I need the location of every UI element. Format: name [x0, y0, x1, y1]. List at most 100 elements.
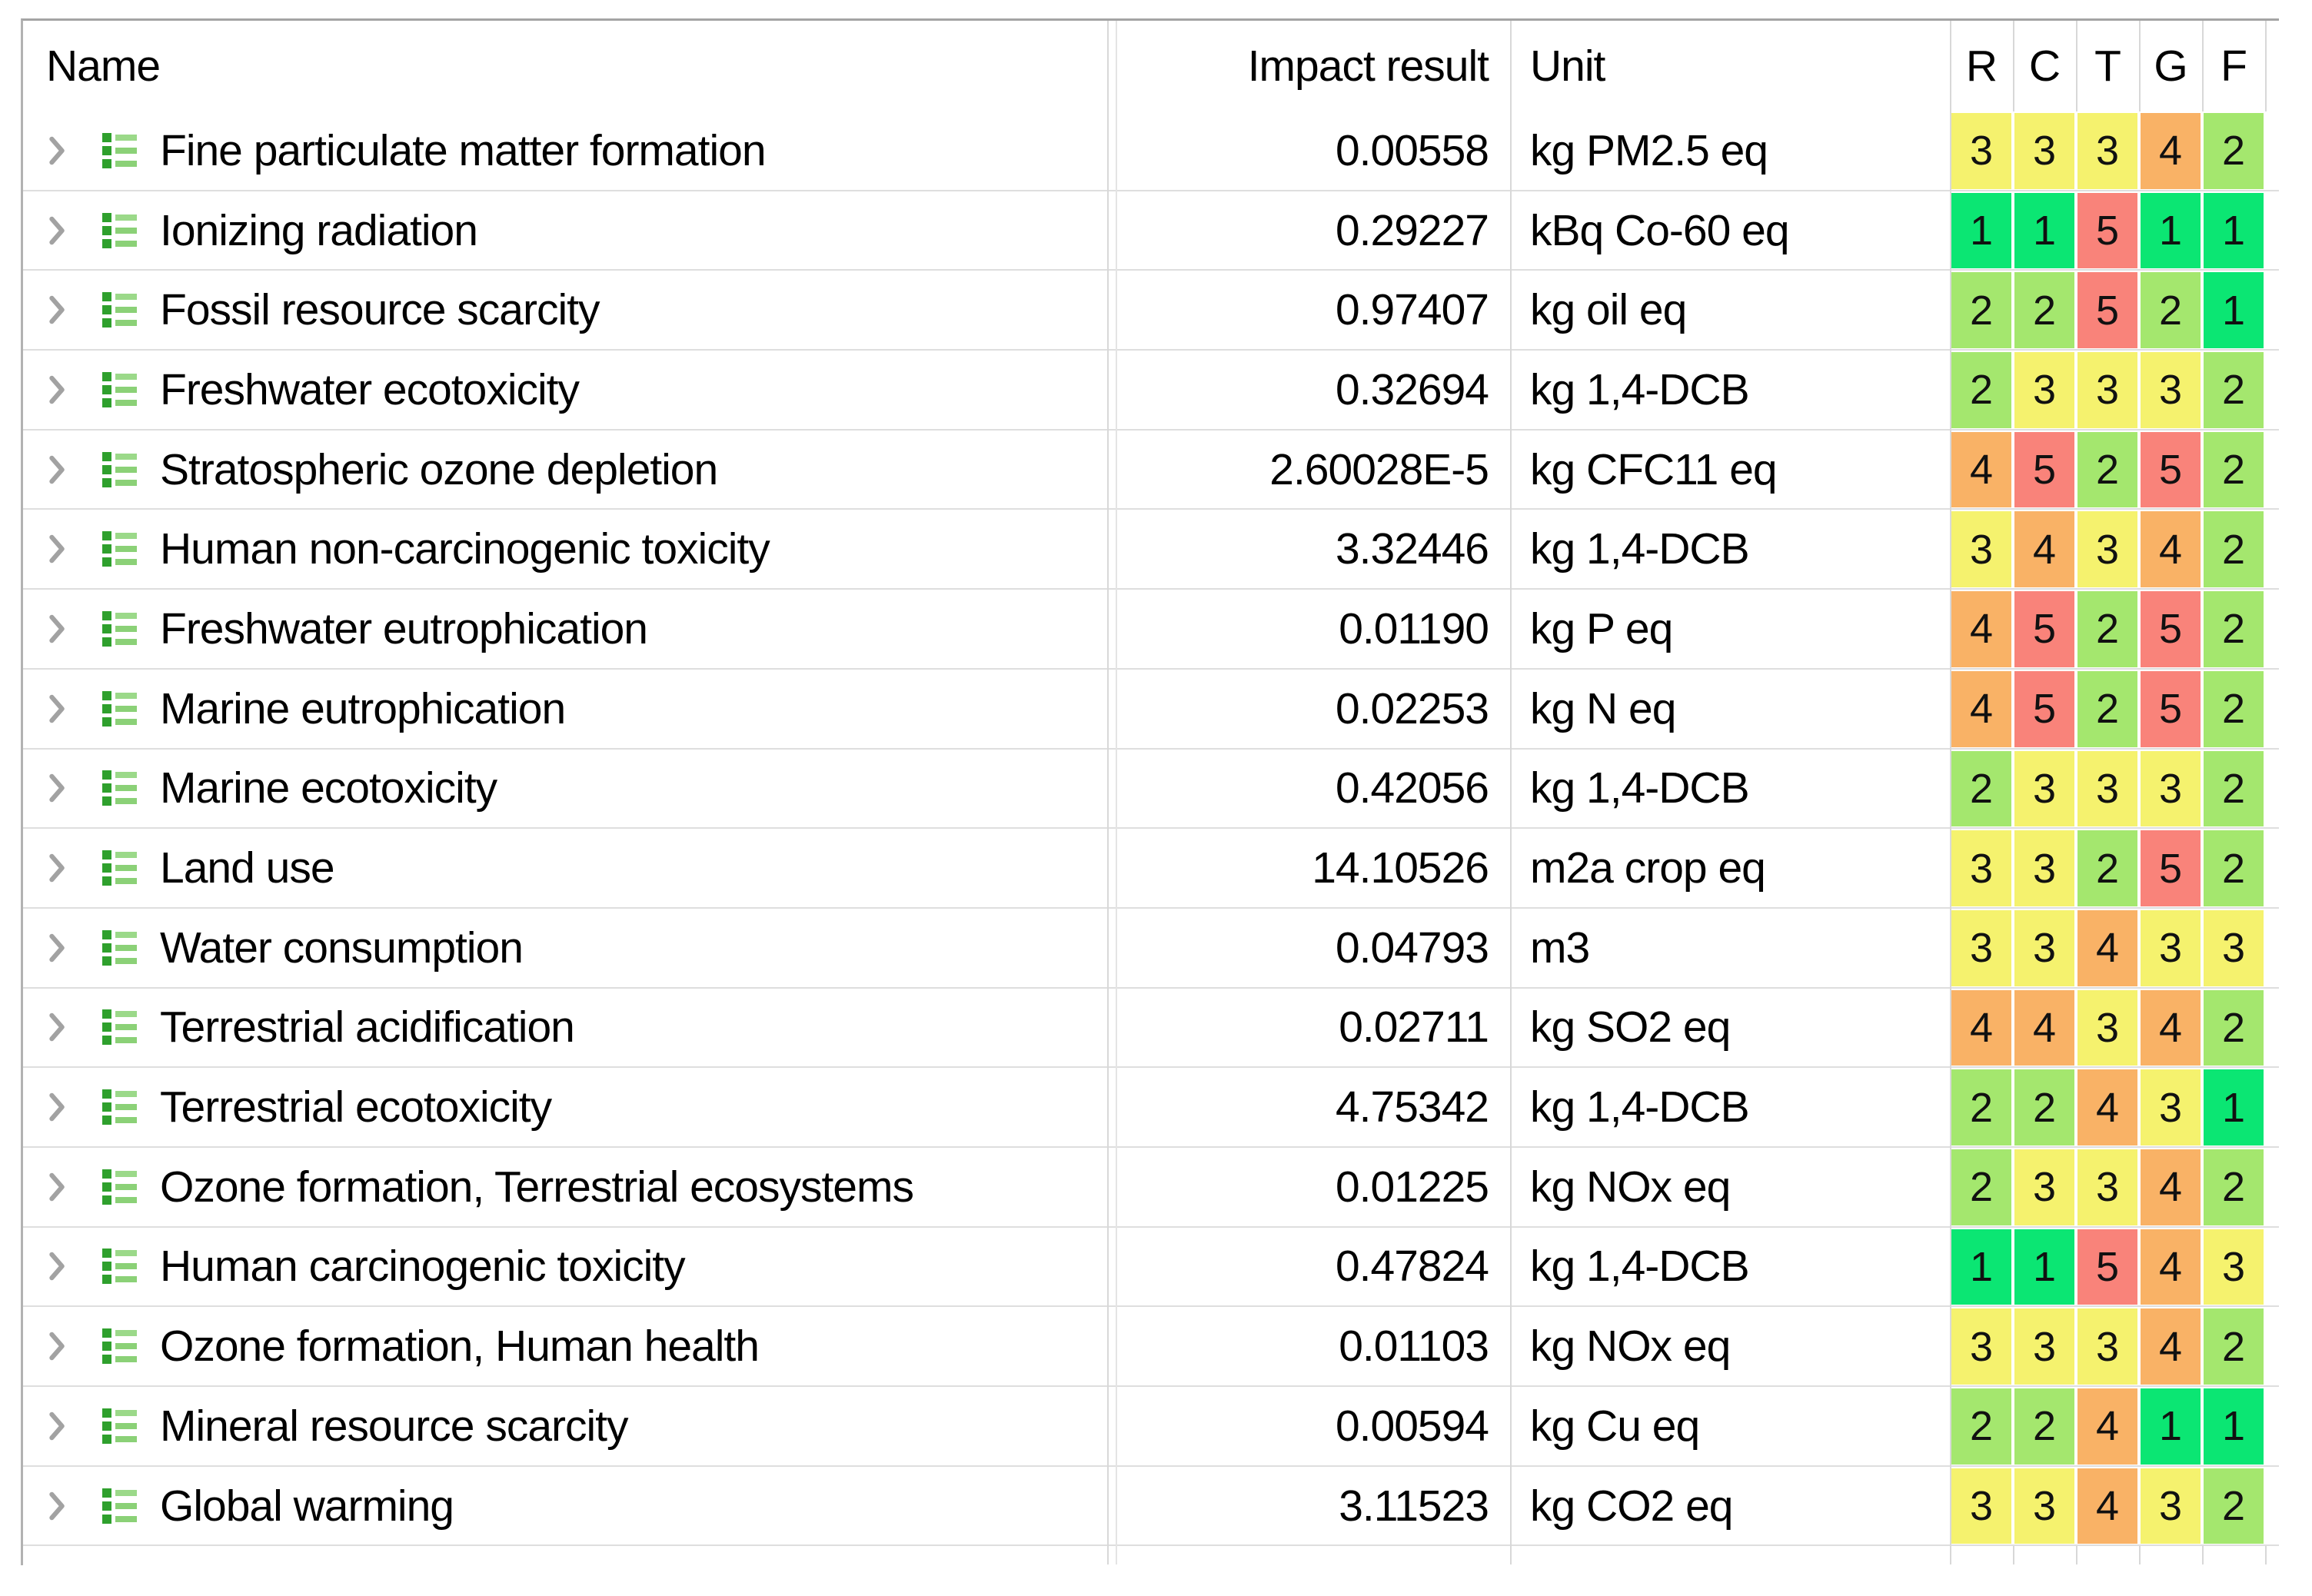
- row-label: Global warming: [160, 1481, 454, 1531]
- table-row[interactable]: Terrestrial acidification 0.02711 kg SO2…: [23, 988, 2279, 1069]
- impact-result-value: 0.00558: [1335, 125, 1489, 175]
- column-header-impact-result-label: Impact result: [1247, 42, 1489, 91]
- table-row[interactable]: Human carcinogenic toxicity 0.47824 kg 1…: [23, 1227, 2279, 1308]
- rating-cell: 2: [2204, 830, 2264, 906]
- table-row[interactable]: Ozone formation, Terrestrial ecosystems …: [23, 1147, 2279, 1228]
- column-header-unit[interactable]: Unit: [1512, 41, 1951, 91]
- unit-value: kg NOx eq: [1530, 1322, 1731, 1372]
- column-headers-ratings: R C T G F: [1951, 41, 2264, 91]
- expand-chevron-icon[interactable]: [48, 1411, 66, 1441]
- expand-chevron-icon[interactable]: [48, 1252, 66, 1281]
- expand-chevron-icon[interactable]: [48, 1332, 66, 1361]
- impact-category-icon: [101, 211, 140, 250]
- rating-cell: 2: [2204, 591, 2264, 667]
- impact-category-icon: [101, 371, 140, 409]
- impact-result-value: 0.42056: [1335, 763, 1489, 813]
- impact-result-value: 0.02253: [1335, 683, 1489, 733]
- column-header-name[interactable]: Name: [23, 41, 1109, 91]
- rating-cell: 1: [2141, 1388, 2201, 1465]
- expand-chevron-icon[interactable]: [48, 853, 66, 883]
- unit-value: kg 1,4-DCB: [1530, 763, 1750, 813]
- expand-chevron-icon[interactable]: [48, 694, 66, 723]
- expand-chevron-icon[interactable]: [48, 1012, 66, 1042]
- table-row[interactable]: Ozone formation, Human health 0.01103 kg…: [23, 1307, 2279, 1387]
- rating-cell: 4: [2141, 511, 2201, 588]
- rating-cell: 2: [2204, 989, 2264, 1066]
- column-header-impact-result[interactable]: Impact result: [1109, 41, 1512, 91]
- expand-chevron-icon[interactable]: [48, 614, 66, 643]
- rating-cell: 2: [1951, 1388, 2011, 1465]
- rating-cell: 2: [2077, 830, 2137, 906]
- expand-chevron-icon[interactable]: [48, 1172, 66, 1202]
- column-header-r[interactable]: R: [1965, 42, 1998, 91]
- impact-result-value: 0.01225: [1335, 1162, 1489, 1212]
- expand-chevron-icon[interactable]: [48, 534, 66, 564]
- impact-result-value: 3.32446: [1335, 524, 1489, 574]
- row-label: Terrestrial acidification: [160, 1002, 575, 1052]
- table-row[interactable]: Mineral resource scarcity 0.00594 kg Cu …: [23, 1387, 2279, 1467]
- table-row[interactable]: Freshwater ecotoxicity 0.32694 kg 1,4-DC…: [23, 351, 2279, 431]
- expand-chevron-icon[interactable]: [48, 773, 66, 803]
- rating-cell: 4: [2077, 1468, 2137, 1544]
- rating-cell: 3: [2141, 1468, 2201, 1544]
- rating-cell: 1: [2204, 192, 2264, 269]
- table-row[interactable]: Terrestrial ecotoxicity 4.75342 kg 1,4-D…: [23, 1068, 2279, 1148]
- rating-cell: 2: [2077, 670, 2137, 747]
- table-body: Fine particulate matter formation 0.0055…: [23, 111, 2279, 1547]
- unit-value: kg P eq: [1530, 603, 1673, 653]
- expand-chevron-icon[interactable]: [48, 1491, 66, 1521]
- expand-chevron-icon[interactable]: [48, 295, 66, 324]
- expand-chevron-icon[interactable]: [48, 1092, 66, 1122]
- rating-cell: 2: [2204, 750, 2264, 827]
- rating-cell: 3: [1951, 113, 2011, 189]
- expand-chevron-icon[interactable]: [48, 455, 66, 484]
- impact-result-value: 3.11523: [1339, 1481, 1489, 1531]
- unit-value: kg NOx eq: [1530, 1162, 1731, 1212]
- rating-cell: 3: [2014, 113, 2074, 189]
- rating-cell: 2: [2077, 431, 2137, 508]
- column-header-c[interactable]: C: [2028, 42, 2061, 91]
- rating-cell: 2: [2014, 272, 2074, 349]
- expand-chevron-icon[interactable]: [48, 136, 66, 165]
- rating-cell: 1: [2204, 272, 2264, 349]
- rating-cell: 2: [2014, 1069, 2074, 1145]
- impact-category-icon: [101, 1487, 140, 1525]
- unit-value: kg 1,4-DCB: [1530, 524, 1750, 574]
- table-row[interactable]: Fossil resource scarcity 0.97407 kg oil …: [23, 271, 2279, 351]
- column-header-g[interactable]: G: [2154, 42, 2187, 91]
- rating-cell: 3: [1951, 1308, 2011, 1385]
- impact-category-icon: [101, 929, 140, 967]
- rating-cell: 2: [1951, 1149, 2011, 1225]
- rating-cell: 1: [1951, 1229, 2011, 1305]
- table-row[interactable]: Ionizing radiation 0.29227 kBq Co-60 eq …: [23, 191, 2279, 271]
- unit-value: kg 1,4-DCB: [1530, 364, 1750, 414]
- rating-cell: 4: [2141, 1229, 2201, 1305]
- expand-chevron-icon[interactable]: [48, 375, 66, 404]
- expand-chevron-icon[interactable]: [48, 933, 66, 963]
- column-header-t[interactable]: T: [2094, 42, 2121, 91]
- table-row[interactable]: Human non-carcinogenic toxicity 3.32446 …: [23, 510, 2279, 590]
- impact-result-value: 0.01190: [1339, 603, 1489, 653]
- table-row[interactable]: Fine particulate matter formation 0.0055…: [23, 111, 2279, 191]
- rating-cell: 5: [2077, 192, 2137, 269]
- row-label: Ozone formation, Terrestrial ecosystems: [160, 1162, 914, 1212]
- table-row[interactable]: Freshwater eutrophication 0.01190 kg P e…: [23, 590, 2279, 670]
- rating-cell: 4: [2141, 1149, 2201, 1225]
- expand-chevron-icon[interactable]: [48, 216, 66, 245]
- column-header-f[interactable]: F: [2221, 42, 2247, 91]
- rating-cell: 2: [2204, 1149, 2264, 1225]
- rating-cell: 4: [2014, 989, 2074, 1066]
- rating-cell: 3: [1951, 511, 2011, 588]
- rating-cell: 1: [2204, 1069, 2264, 1145]
- row-label: Ionizing radiation: [160, 205, 478, 255]
- table-row[interactable]: Stratospheric ozone depletion 2.60028E-5…: [23, 430, 2279, 510]
